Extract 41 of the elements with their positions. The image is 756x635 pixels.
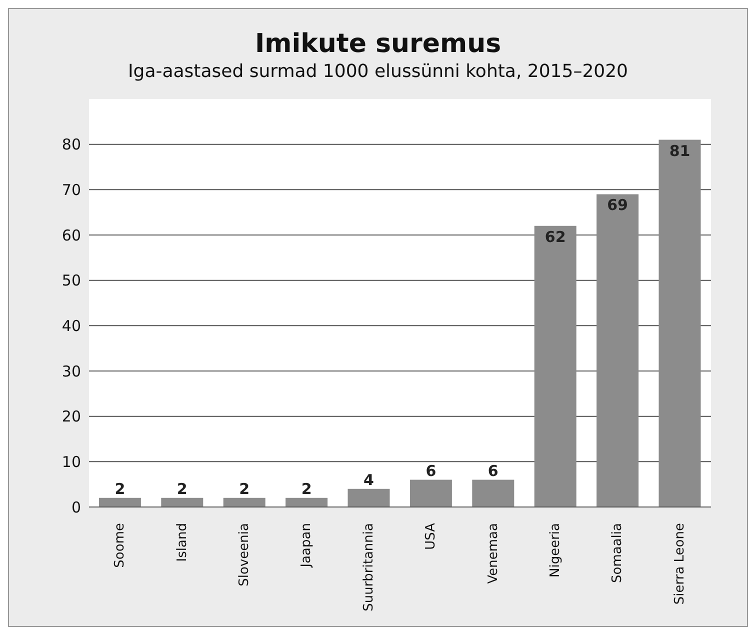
- data-label: 2: [301, 480, 312, 498]
- data-label: 62: [544, 228, 566, 246]
- y-tick-label: 10: [62, 452, 81, 471]
- x-tick-label: USA: [424, 522, 439, 550]
- bar: [223, 498, 266, 507]
- bar: [348, 488, 390, 507]
- bar: [410, 480, 452, 507]
- data-label: 81: [669, 142, 690, 160]
- x-tick-label: Nigeeria: [548, 523, 563, 578]
- data-label: 2: [176, 480, 188, 498]
- x-tick-label: Jaapan: [299, 523, 314, 568]
- y-tick-label: 80: [62, 136, 81, 154]
- bar: [472, 480, 514, 507]
- x-tick-label: Venemaa: [486, 523, 501, 584]
- y-tick-label: 70: [62, 180, 81, 199]
- data-label: 6: [426, 462, 436, 480]
- y-tick-label: 50: [62, 272, 81, 290]
- bar: [596, 194, 639, 507]
- chart-title: Imikute suremus: [254, 29, 502, 59]
- data-label: 6: [488, 462, 498, 480]
- data-label: 69: [607, 196, 628, 214]
- x-tick-label: Sloveenia: [237, 523, 252, 586]
- x-tick-label: Island: [174, 523, 190, 562]
- x-tick-label: Sierra Leone: [672, 523, 688, 605]
- bar: [161, 498, 204, 507]
- y-tick-label: 0: [71, 498, 81, 516]
- data-label: 4: [364, 470, 374, 489]
- bar: [98, 498, 141, 507]
- bar: [658, 140, 701, 507]
- data-label: 2: [239, 480, 250, 498]
- y-tick-label: 20: [62, 408, 81, 426]
- y-tick-label: 30: [62, 362, 81, 380]
- y-tick-label: 60: [62, 226, 81, 244]
- x-tick-label: Suurbritannia: [361, 523, 376, 612]
- x-tick-label: Soome: [112, 523, 128, 568]
- bar: [286, 498, 328, 507]
- x-tick-label: Somaalia: [610, 523, 626, 583]
- data-label: 2: [114, 480, 126, 498]
- chart-subtitle: Iga-aastased surmad 1000 elussünni kohta, 2015–2020: [126, 61, 630, 82]
- y-tick-label: 40: [62, 316, 81, 335]
- bar: [534, 226, 576, 507]
